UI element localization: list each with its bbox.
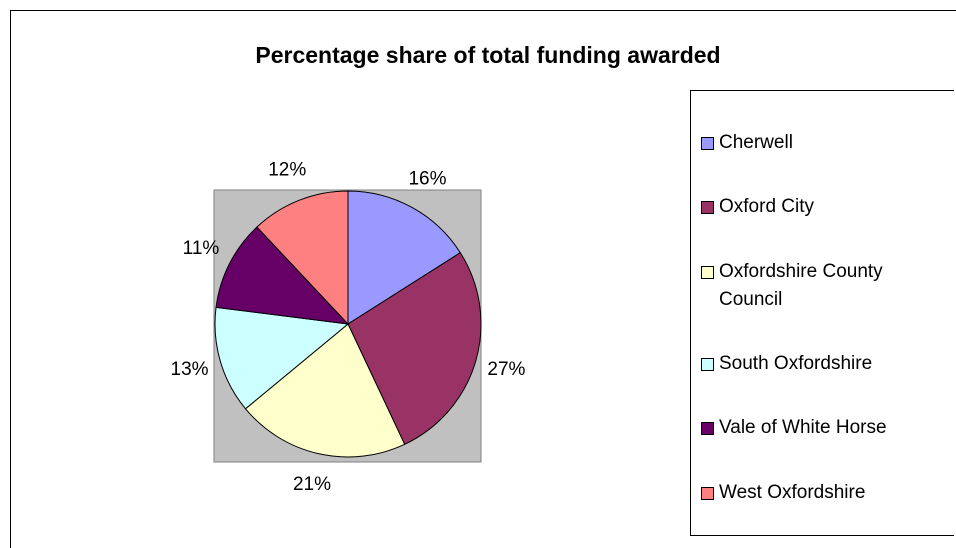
legend-entry: Oxford City	[701, 193, 954, 221]
legend-label: Cherwell	[719, 132, 793, 154]
legend-swatch	[701, 358, 714, 372]
data-label: 27%	[487, 359, 525, 380]
legend-entry: West Oxfordshire	[701, 479, 954, 507]
legend-label: Oxford City	[719, 196, 815, 218]
legend-swatch	[701, 265, 714, 279]
legend-swatch	[701, 486, 714, 500]
legend-swatch	[701, 137, 714, 151]
pie-slice	[244, 323, 406, 458]
legend-swatch	[701, 422, 714, 436]
data-label: 11%	[183, 238, 220, 259]
data-label: 13%	[171, 359, 209, 380]
chart-title: Percentage share of total funding awarde…	[255, 42, 720, 68]
legend-swatch	[701, 201, 714, 215]
data-label: 21%	[293, 474, 331, 495]
legend-entry: Oxfordshire County Council	[701, 258, 954, 314]
pie-slice	[347, 190, 461, 325]
pie-slice	[215, 226, 350, 325]
legend-label: Oxfordshire County Council	[719, 260, 883, 310]
legend: Cherwell Oxford City Oxfordshire County Co…	[690, 90, 954, 536]
legend-entry: South Oxfordshire	[701, 350, 954, 378]
pie-slice	[256, 190, 349, 326]
legend-label: Vale of White Horse	[719, 417, 887, 439]
legend-label: West Oxfordshire	[719, 481, 866, 503]
legend-entry: Cherwell	[701, 129, 954, 157]
pie-slice	[347, 252, 482, 446]
legend-entry: Vale of White Horse	[701, 414, 954, 442]
data-label: 12%	[268, 160, 306, 181]
data-label: 16%	[408, 168, 446, 189]
chart-border	[10, 10, 956, 548]
legend-label: South Oxfordshire	[719, 353, 873, 375]
pie-slice	[214, 306, 350, 410]
